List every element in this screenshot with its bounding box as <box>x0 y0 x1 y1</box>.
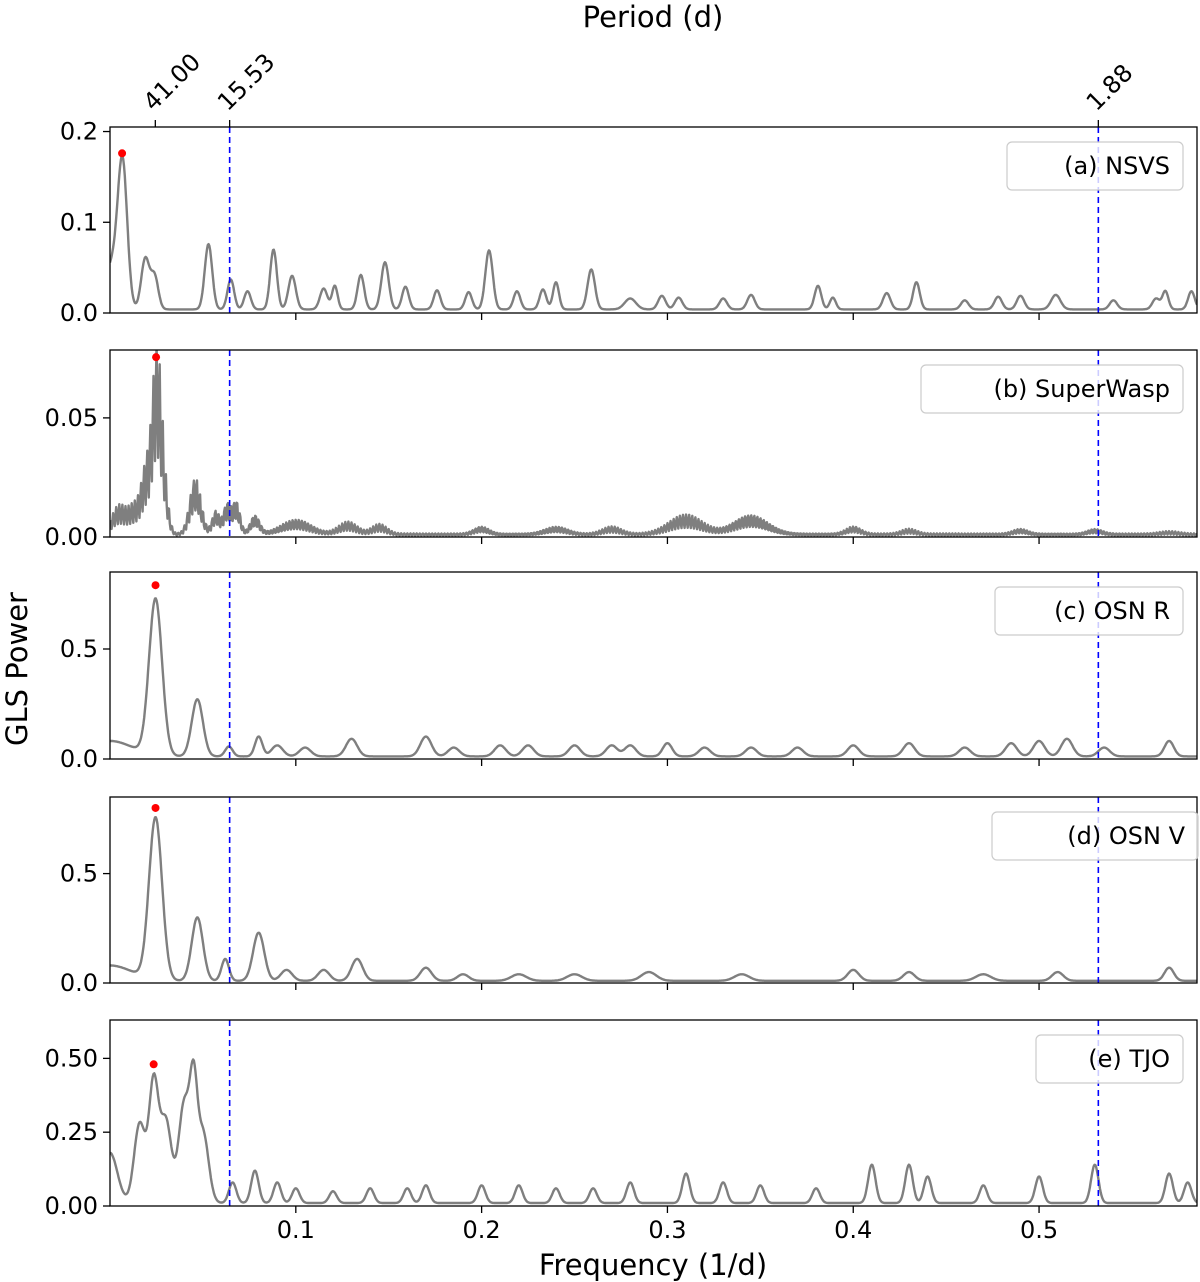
legend-box <box>994 586 1184 636</box>
legend: (a) NSVS <box>1006 141 1184 191</box>
y-tick-label: 0.5 <box>60 860 98 888</box>
legend-box <box>920 364 1184 414</box>
legend-box <box>991 811 1199 861</box>
x-tick-label: 0.1 <box>277 1216 315 1244</box>
periodogram-line <box>110 816 1197 982</box>
panel-c: 0.0 0.5 (c) OSN R <box>60 571 1198 773</box>
y-tick-label: 0.5 <box>60 635 98 663</box>
periodogram-line <box>110 350 1197 537</box>
top-axis-title: Period (d) <box>583 0 724 34</box>
top-tick-label: 1.88 <box>1081 59 1139 117</box>
legend-label: (a) NSVS <box>1064 152 1170 180</box>
periodogram-line <box>110 154 1197 311</box>
y-tick-label: 0.2 <box>60 118 98 146</box>
panel-a: 0.0 0.1 0.2 (a) NSVS <box>60 118 1198 327</box>
y-tick-label: 0.05 <box>45 404 98 432</box>
legend-label: (c) OSN R <box>1054 597 1170 625</box>
peak-marker <box>118 149 127 158</box>
y-tick-label: 0.0 <box>60 969 98 997</box>
legend: (c) OSN R <box>994 586 1184 636</box>
panel-frame <box>109 126 1198 314</box>
legend: (d) OSN V <box>991 811 1199 861</box>
panel-frame <box>109 571 1198 760</box>
periodogram-line <box>110 1058 1197 1205</box>
legend: (e) TJO <box>1035 1034 1184 1084</box>
legend-box <box>1006 141 1184 191</box>
legend: (b) SuperWasp <box>920 364 1184 414</box>
y-tick-label: 0.25 <box>45 1118 98 1146</box>
top-axis-ticks: 41.00 15.53 1.88 <box>138 48 1139 127</box>
peak-marker <box>151 803 160 812</box>
panel-frame <box>109 796 1198 984</box>
panel-frame <box>109 349 1198 538</box>
peak-marker <box>152 353 161 362</box>
y-tick-label: 0.1 <box>60 208 98 236</box>
panel-e: 0.00 0.25 0.50 0.1 0.2 0.3 0.4 0.5 (e) TJO <box>45 1019 1198 1244</box>
periodogram-line <box>110 597 1197 758</box>
legend-label: (e) TJO <box>1088 1045 1170 1073</box>
y-tick-label: 0.0 <box>60 299 98 327</box>
y-tick-label: 0.00 <box>45 523 98 551</box>
x-tick-label: 0.3 <box>648 1216 686 1244</box>
y-tick-label: 0.0 <box>60 745 98 773</box>
y-axis-title: GLS Power <box>0 592 34 746</box>
y-tick-label: 0.00 <box>45 1192 98 1220</box>
panel-d: 0.0 0.5 (d) OSN V <box>60 796 1199 997</box>
y-tick-label: 0.50 <box>45 1044 98 1072</box>
x-tick-label: 0.5 <box>1020 1216 1058 1244</box>
top-tick-label: 41.00 <box>138 48 206 116</box>
top-tick-label: 15.53 <box>212 48 280 116</box>
legend-label: (b) SuperWasp <box>993 375 1170 403</box>
peak-marker <box>149 1060 158 1069</box>
x-tick-label: 0.4 <box>834 1216 872 1244</box>
x-tick-label: 0.2 <box>463 1216 501 1244</box>
panel-frame <box>109 1019 1198 1207</box>
legend-label: (d) OSN V <box>1067 822 1185 850</box>
x-axis-title: Frequency (1/d) <box>539 1248 767 1282</box>
legend-box <box>1035 1034 1184 1084</box>
panel-b: 0.00 0.05 (b) SuperWasp <box>45 349 1198 551</box>
peak-marker <box>151 581 160 590</box>
